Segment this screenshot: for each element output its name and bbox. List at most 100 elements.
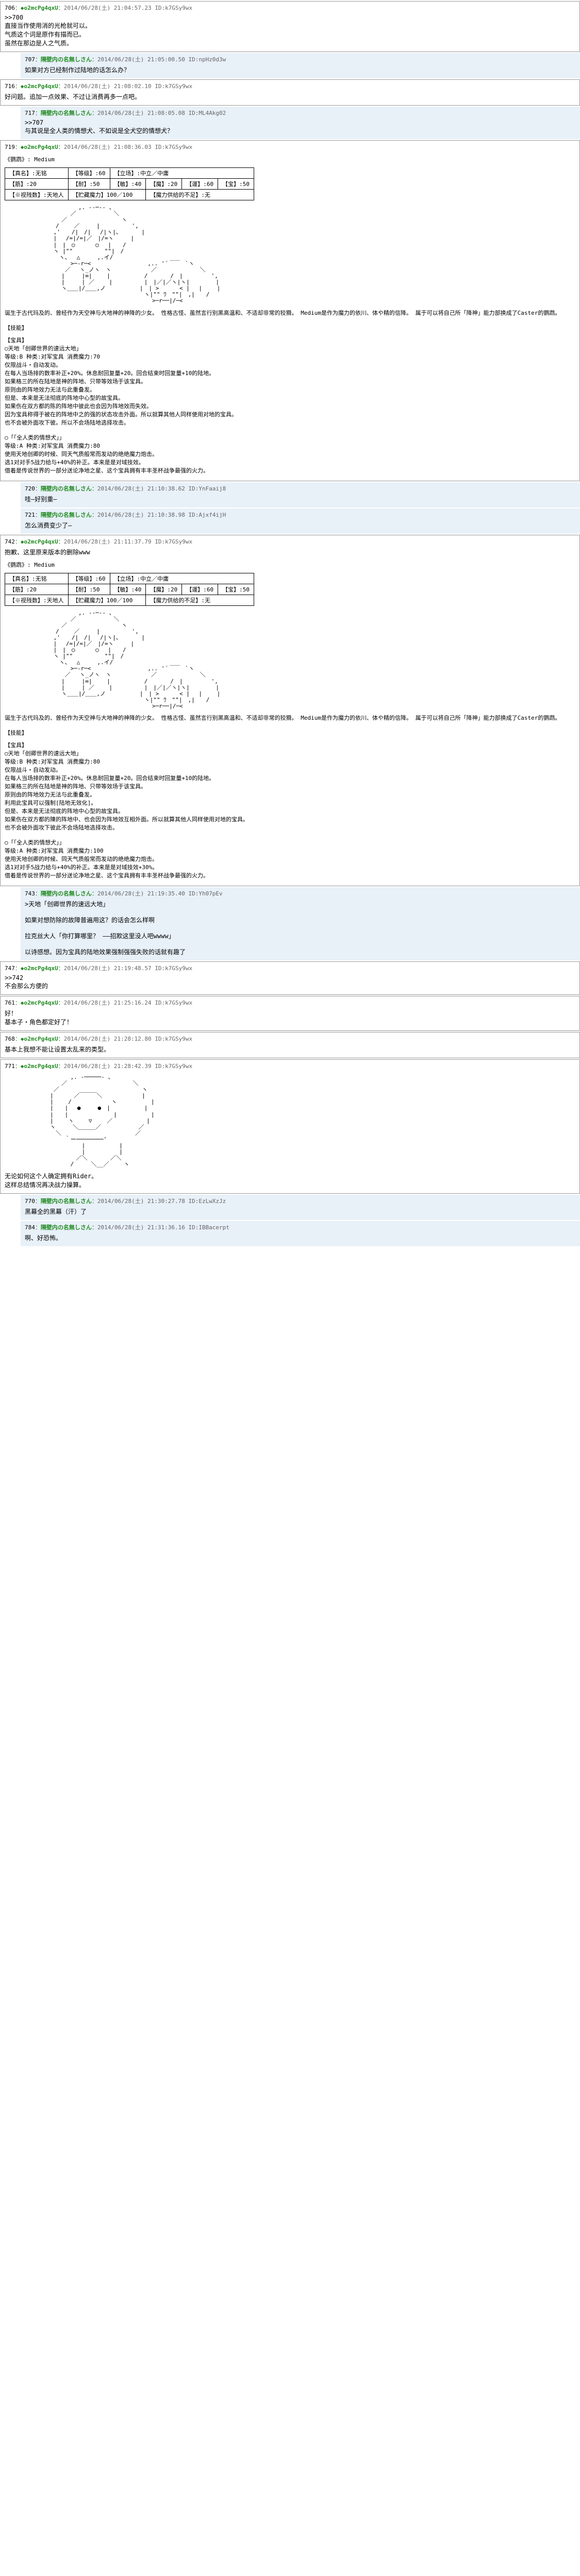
skills-section: 诞生于古代玛及的、曾经作为天空神与大地神的神降的少女。 性格古怪、虽然言行别黑高… <box>5 714 575 737</box>
stat-cell: 【贮藏魔力】100／100 <box>68 190 146 200</box>
stats-title: 《鹦鹉》: Medium <box>5 561 575 569</box>
poster-name: ◆o2mcPg4qxU <box>21 5 58 11</box>
poster-name: ◆o2mcPg4qxU <box>21 965 58 972</box>
post-number: 717 <box>25 110 35 116</box>
post-date: 2014/06/28(土) 21:10:38.62 <box>97 485 185 492</box>
post-id: ID:ML4Akg02 <box>188 110 226 116</box>
post-id: ID:k7GSy9wx <box>155 1063 192 1070</box>
post-header: 720：隔壁内の名無しさん：2014/06/28(土) 21:10:38.62 … <box>25 484 576 493</box>
stat-cell: 【宝】:50 <box>218 584 254 595</box>
post-id: ID:k7GSy9wx <box>155 538 192 545</box>
post-date: 2014/06/28(土) 21:05:00.50 <box>97 56 185 63</box>
post-id: ID:YnFaaij8 <box>188 485 226 492</box>
post-date: 2014/06/28(土) 21:11:37.79 <box>64 538 152 545</box>
poster-name: 隔壁内の名無しさん <box>41 110 92 116</box>
post-id: ID:k7GSy9wx <box>155 999 192 1006</box>
post-number: 761 <box>5 999 15 1006</box>
main-post: 716：◆o2mcPg4qxU：2014/06/28(土) 21:08:02.1… <box>0 79 580 106</box>
skills-section: 诞生于古代玛及的、曾经作为天空神与大地神的神降的少女。 性格古怪、虽然言行别黑高… <box>5 309 575 332</box>
poster-name: ◆o2mcPg4qxU <box>21 999 58 1006</box>
main-post: 706：◆o2mcPg4qxU：2014/06/28(土) 21:04:57.2… <box>0 1 580 52</box>
post-date: 2014/06/28(土) 21:19:35.40 <box>97 890 185 897</box>
post-id: ID:k7GSy9wx <box>155 965 192 972</box>
stat-cell: 【立场】:中立／中庸 <box>110 573 254 584</box>
post-id: ID:Ajxf4ijH <box>188 512 226 518</box>
main-post: 768：◆o2mcPg4qxU：2014/06/28(土) 21:28:12.8… <box>0 1032 580 1058</box>
reply-post: 717：隔壁内の名無しさん：2014/06/28(土) 21:08:05.08 … <box>21 107 580 139</box>
post-body: 如果对方已经制作过陆地的话怎么办？ <box>25 65 576 74</box>
poster-name: ◆o2mcPg4qxU <box>21 83 58 90</box>
post-header: 721：隔壁内の名無しさん：2014/06/28(土) 21:10:38.98 … <box>25 511 576 519</box>
post-header: 716：◆o2mcPg4qxU：2014/06/28(土) 21:08:02.1… <box>5 82 575 90</box>
post-id: ID:k7GSy9wx <box>155 1036 192 1042</box>
post-body: 怎么消费变少了— <box>25 521 576 530</box>
post-body: 啊、好恐怖。 <box>25 1233 576 1242</box>
main-post: 747：◆o2mcPg4qxU：2014/06/28(土) 21:19:48.5… <box>0 961 580 995</box>
post-body: >>742不会那么方便的 <box>5 974 575 990</box>
stat-cell: 【魔】:20 <box>146 179 182 190</box>
main-post: 761：◆o2mcPg4qxU：2014/06/28(土) 21:25:16.2… <box>0 996 580 1031</box>
reply-post: 720：隔壁内の名無しさん：2014/06/28(土) 21:10:38.62 … <box>21 482 580 507</box>
stats-table: 【真名】:无铭【等级】:60【立场】:中立／中庸 【筋】:20【耐】:50【敏】… <box>5 573 254 606</box>
treasure-section: 【宝具】 ○天地「创卿世界的速远大地」 等级:B 种类:对军宝具 消费魔力:80… <box>5 741 575 879</box>
stat-cell: 【※视残数】:天地人 <box>5 595 69 605</box>
stat-cell: 【運】:60 <box>182 179 218 190</box>
post-body: 哇—好别重— <box>25 495 576 503</box>
post-date: 2014/06/28(土) 21:28:42.39 <box>64 1063 152 1070</box>
post-date: 2014/06/28(土) 21:10:38.98 <box>97 512 185 518</box>
post-id: ID:k7GSy9wx <box>155 5 192 11</box>
stat-cell: 【立场】:中立／中庸 <box>110 168 254 179</box>
post-number: 706 <box>5 5 15 11</box>
stat-cell: 【筋】:20 <box>5 179 69 190</box>
post-number: 716 <box>5 83 15 90</box>
poster-name: 隔壁内の名無しさん <box>41 485 92 492</box>
post-header: 742：◆o2mcPg4qxU：2014/06/28(土) 21:11:37.7… <box>5 537 575 546</box>
stat-cell: 【※视残数】:天地人 <box>5 190 69 200</box>
post-header: 717：隔壁内の名無しさん：2014/06/28(土) 21:08:05.08 … <box>25 109 576 117</box>
post-number: 707 <box>25 56 35 63</box>
post-header: 784：隔壁内の名無しさん：2014/06/28(土) 21:31:36.16 … <box>25 1223 576 1231</box>
post-date: 2014/06/28(土) 21:28:12.80 <box>64 1036 152 1042</box>
post-number: 770 <box>25 1198 35 1205</box>
post-number: 771 <box>5 1063 15 1070</box>
post-header: 768：◆o2mcPg4qxU：2014/06/28(土) 21:28:12.8… <box>5 1035 575 1043</box>
post-body: >>700直接当作使用消的光枪就可以。气质这个词是原作有描而已。虽然在那边是人之… <box>5 14 575 47</box>
poster-name: 隔壁内の名無しさん <box>41 1198 92 1205</box>
poster-name: 隔壁内の名無しさん <box>41 512 92 518</box>
post-date: 2014/06/28(土) 21:08:02.10 <box>64 83 152 90</box>
post-body: 好！基本子・角色都定好了！ <box>5 1009 575 1026</box>
stat-cell: 【等级】:60 <box>68 168 110 179</box>
post-header: 771：◆o2mcPg4qxU：2014/06/28(土) 21:28:42.3… <box>5 1062 575 1070</box>
post-body: >>707与其说是全人类的情想犬、不如说是全犬空的情想犬？ <box>25 119 576 135</box>
poster-name: ◆o2mcPg4qxU <box>21 1063 58 1070</box>
post-number: 721 <box>25 512 35 518</box>
post-header: 719：◆o2mcPg4qxU：2014/06/28(土) 21:08:36.0… <box>5 143 575 151</box>
post-header: 707：隔壁内の名無しさん：2014/06/28(土) 21:05:00.50 … <box>25 55 576 63</box>
poster-name: ◆o2mcPg4qxU <box>21 1036 58 1042</box>
stat-cell: 【運】:60 <box>182 584 218 595</box>
stat-cell: 【耐】:50 <box>68 179 110 190</box>
post-body: 好问题。追加一点效果、不过让消费再多一点吧。 <box>5 92 575 101</box>
post-date: 2014/06/28(土) 21:08:36.03 <box>64 144 152 150</box>
reply-post: 707：隔壁内の名無しさん：2014/06/28(土) 21:05:00.50 … <box>21 53 580 78</box>
post-body: 黑幕全的黑幕（汗）了 <box>25 1207 576 1216</box>
stats-title: 《鹦鹉》: Medium <box>5 155 575 163</box>
reply-post: 721：隔壁内の名無しさん：2014/06/28(土) 21:10:38.98 … <box>21 509 580 534</box>
stat-cell: 【真名】:无铭 <box>5 168 69 179</box>
post-date: 2014/06/28(土) 21:31:36.16 <box>97 1224 185 1231</box>
post-number: 784 <box>25 1224 35 1231</box>
stat-cell: 【魔】:20 <box>146 584 182 595</box>
post-id: ID:npHz0d3w <box>188 56 226 63</box>
post-body: >天地「创卿世界的速远大地」如果对想防除的故障普遍用这？的话会怎么样啊拉克丝大人… <box>25 900 576 956</box>
post-date: 2014/06/28(土) 21:30:27.78 <box>97 1198 185 1205</box>
stat-cell: 【魔力供给的不足】:无 <box>146 595 254 605</box>
post-number: 719 <box>5 144 15 150</box>
post-header: 761：◆o2mcPg4qxU：2014/06/28(土) 21:25:16.2… <box>5 998 575 1007</box>
reply-post: 743：隔壁内の名無しさん：2014/06/28(土) 21:19:35.40 … <box>21 887 580 960</box>
post-id: ID:Yh07pEv <box>188 890 222 897</box>
poster-name: 隔壁内の名無しさん <box>41 1224 92 1231</box>
ascii-art: ,. -‐─‐- 、 ／ ＼ ／ ヽ / ／ | ', ,' /| /| /|ヽ… <box>5 205 575 304</box>
post-header: 770：隔壁内の名無しさん：2014/06/28(土) 21:30:27.78 … <box>25 1197 576 1205</box>
post-number: 720 <box>25 485 35 492</box>
reply-post: 784：隔壁内の名無しさん：2014/06/28(土) 21:31:36.16 … <box>21 1221 580 1246</box>
